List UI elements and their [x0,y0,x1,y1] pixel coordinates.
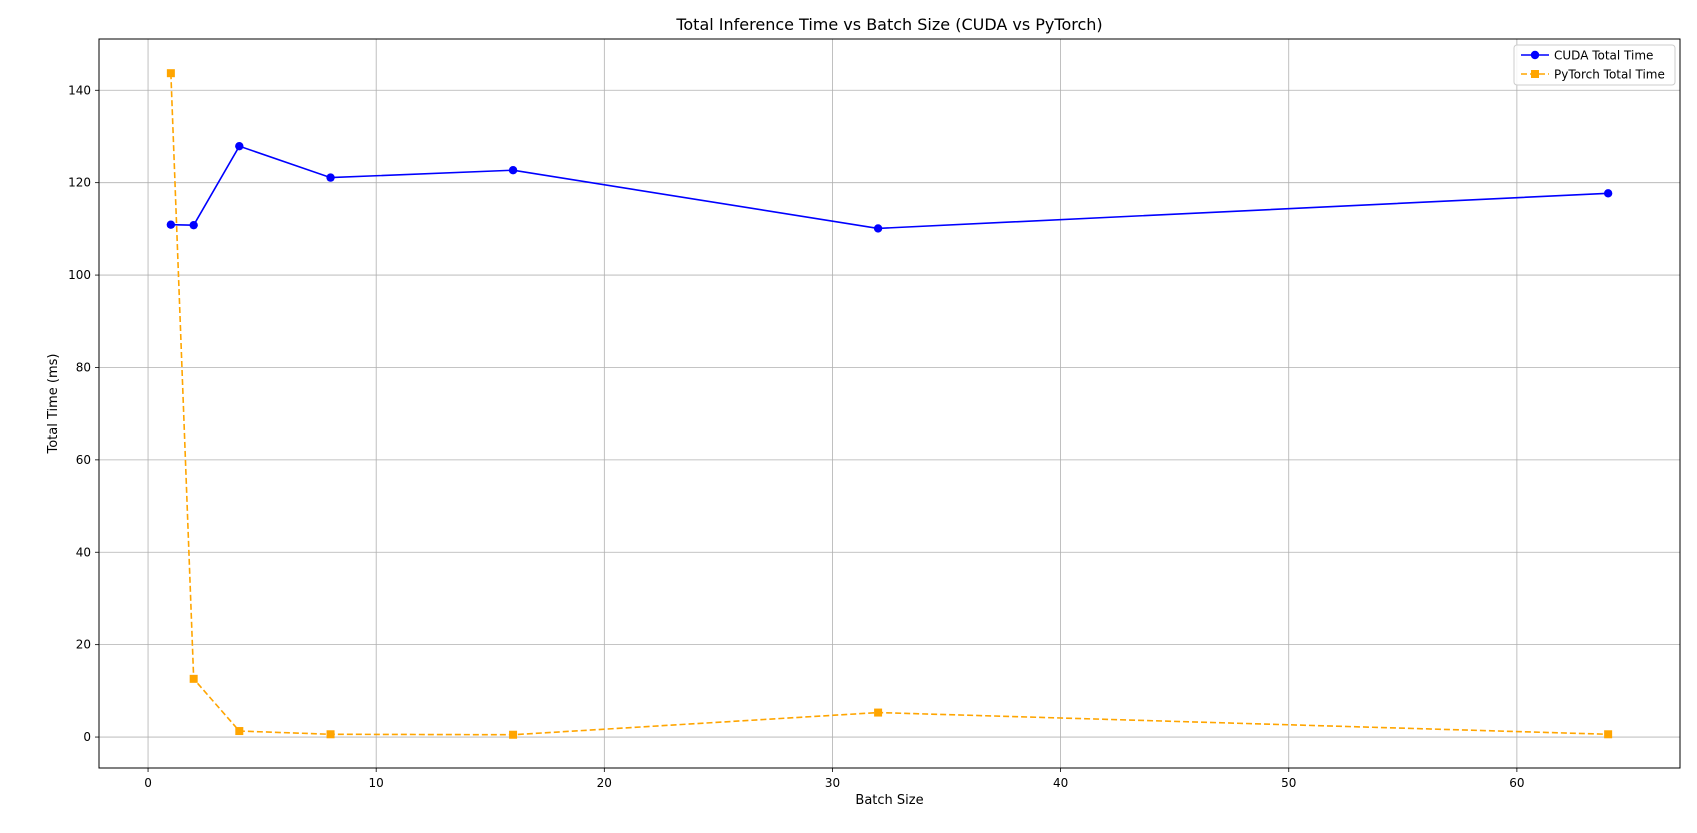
y-axis-label: Total Time (ms) [46,353,61,454]
x-tick-label: 30 [825,776,840,790]
data-point-marker [326,730,335,739]
y-tick-label: 20 [76,638,91,652]
gridlines [99,39,1680,768]
x-tick-label: 40 [1053,776,1068,790]
y-tick-label: 120 [68,176,91,190]
x-axis-label: Batch Size [855,793,923,808]
x-tick-label: 50 [1281,776,1296,790]
x-tick-label: 60 [1509,776,1524,790]
legend-marker [1531,70,1539,78]
data-point-marker [166,220,176,229]
x-tick-label: 20 [597,776,612,790]
y-tick-label: 60 [76,453,91,467]
data-point-marker [873,224,883,233]
legend: CUDA Total Time PyTorch Total Time [1513,44,1676,86]
axis-ticks: 0 10 20 30 40 50 60 0 20 40 60 80 100 120 140 [68,83,1524,790]
y-tick-label: 40 [76,545,91,559]
y-tick-label: 80 [76,360,91,374]
legend-label: PyTorch Total Time [1554,68,1665,82]
data-point-marker [509,730,518,739]
data-point-marker [235,727,244,736]
y-tick-label: 140 [68,83,91,97]
x-tick-label: 10 [369,776,384,790]
data-point-marker [874,708,883,717]
series-group [166,69,1613,739]
chart-title: Total Inference Time vs Batch Size (CUDA… [675,15,1102,34]
legend-label: CUDA Total Time [1554,49,1653,63]
data-point-marker [326,173,335,182]
y-tick-label: 0 [83,730,91,744]
y-tick-label: 100 [68,268,91,282]
data-point-marker [189,220,198,230]
data-point-marker [508,166,518,175]
data-point-marker [1603,189,1613,198]
legend-marker [1530,50,1540,60]
plot-frame [98,38,1681,769]
data-point-marker [189,674,198,683]
data-point-marker [166,69,175,78]
x-tick-label: 0 [144,776,152,790]
data-point-marker [1604,730,1613,739]
legend-box [1513,44,1676,86]
data-point-marker [235,141,244,151]
